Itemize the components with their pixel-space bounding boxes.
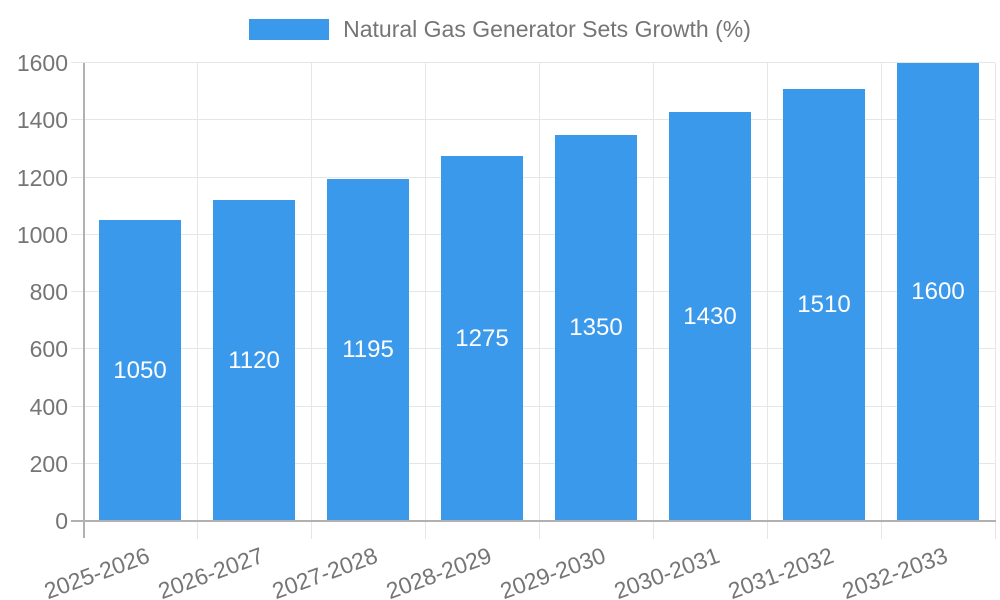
y-gridline-800 — [71, 291, 995, 292]
y-gridline-200 — [71, 463, 995, 464]
y-tick-label-1200: 1200 — [16, 165, 68, 191]
bar-2032-2033[interactable] — [897, 63, 979, 521]
bar-2025-2026[interactable] — [99, 220, 181, 521]
y-tick-label-0: 0 — [55, 508, 68, 534]
y-tick-label-200: 200 — [29, 451, 68, 477]
y-tick-label-800: 800 — [29, 279, 68, 305]
x-axis-line — [71, 520, 996, 522]
legend-swatch — [249, 19, 330, 40]
bar-value-label-2029-2030: 1350 — [569, 314, 623, 341]
y-gridline-1200 — [71, 177, 995, 178]
bar-2028-2029[interactable] — [441, 156, 523, 521]
bar-value-label-2025-2026: 1050 — [113, 357, 167, 384]
y-tick-label-1000: 1000 — [16, 222, 68, 248]
bar-value-label-2026-2027: 1120 — [228, 347, 280, 374]
y-gridline-600 — [71, 348, 995, 349]
bar-value-label-2027-2028: 1195 — [342, 336, 394, 363]
legend-label: Natural Gas Generator Sets Growth (%) — [343, 16, 751, 42]
bar-value-label-2030-2031: 1430 — [683, 303, 737, 330]
bar-value-label-2032-2033: 1600 — [911, 278, 965, 305]
y-gridline-400 — [71, 406, 995, 407]
x-gridline-5 — [653, 63, 654, 539]
y-gridline-1600 — [71, 62, 995, 63]
x-category-label-2032-2033: 2032-2033 — [838, 542, 951, 600]
y-tick-label-400: 400 — [29, 394, 68, 420]
y-tick-label-1600: 1600 — [16, 50, 68, 76]
bar-2026-2027[interactable] — [213, 200, 295, 521]
x-gridline-3 — [425, 63, 426, 539]
x-gridline-8 — [995, 63, 996, 539]
y-gridline-1000 — [71, 234, 995, 235]
x-gridline-2 — [311, 63, 312, 539]
x-gridline-6 — [767, 63, 768, 539]
bar-value-label-2028-2029: 1275 — [455, 325, 509, 352]
bar-2029-2030[interactable] — [555, 135, 637, 521]
bar-2027-2028[interactable] — [327, 179, 409, 521]
x-gridline-7 — [881, 63, 882, 539]
x-gridline-1 — [197, 63, 198, 539]
y-gridline-1400 — [71, 119, 995, 120]
x-gridline-4 — [539, 63, 540, 539]
bar-value-label-2031-2032: 1510 — [797, 291, 851, 318]
bar-2030-2031[interactable] — [669, 112, 751, 521]
y-tick-label-1400: 1400 — [16, 107, 68, 133]
x-category-label-wrap: 2032-2033 — [0, 542, 951, 600]
y-tick-label-600: 600 — [29, 336, 68, 362]
bar-2031-2032[interactable] — [783, 89, 865, 521]
y-axis-line — [83, 63, 85, 538]
legend: Natural Gas Generator Sets Growth (%) — [0, 16, 1000, 43]
